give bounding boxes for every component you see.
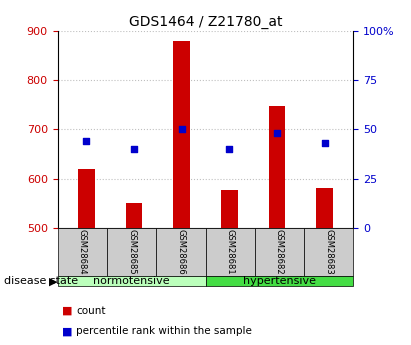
Text: ■: ■ [62, 306, 72, 315]
Text: disease state: disease state [4, 276, 78, 286]
Text: GSM28683: GSM28683 [324, 229, 333, 275]
Text: GSM28684: GSM28684 [78, 229, 87, 275]
Text: GSM28685: GSM28685 [127, 229, 136, 275]
Point [321, 140, 328, 146]
Bar [78, 169, 95, 228]
Text: GSM28682: GSM28682 [275, 229, 284, 275]
Point [131, 146, 137, 152]
Text: ■: ■ [62, 326, 72, 336]
Point [83, 138, 90, 144]
Point [178, 127, 185, 132]
Title: GDS1464 / Z21780_at: GDS1464 / Z21780_at [129, 14, 282, 29]
Bar [269, 106, 286, 228]
Bar [173, 41, 190, 228]
Point [226, 146, 233, 152]
Text: percentile rank within the sample: percentile rank within the sample [76, 326, 252, 336]
Text: GSM28681: GSM28681 [226, 229, 235, 275]
Text: count: count [76, 306, 106, 315]
Point [274, 130, 280, 136]
Bar [125, 203, 142, 228]
Text: ▶: ▶ [49, 276, 58, 286]
Text: normotensive: normotensive [93, 276, 170, 286]
Text: hypertensive: hypertensive [243, 276, 316, 286]
Bar [316, 188, 333, 228]
Text: GSM28686: GSM28686 [176, 229, 185, 275]
Bar [221, 190, 238, 228]
